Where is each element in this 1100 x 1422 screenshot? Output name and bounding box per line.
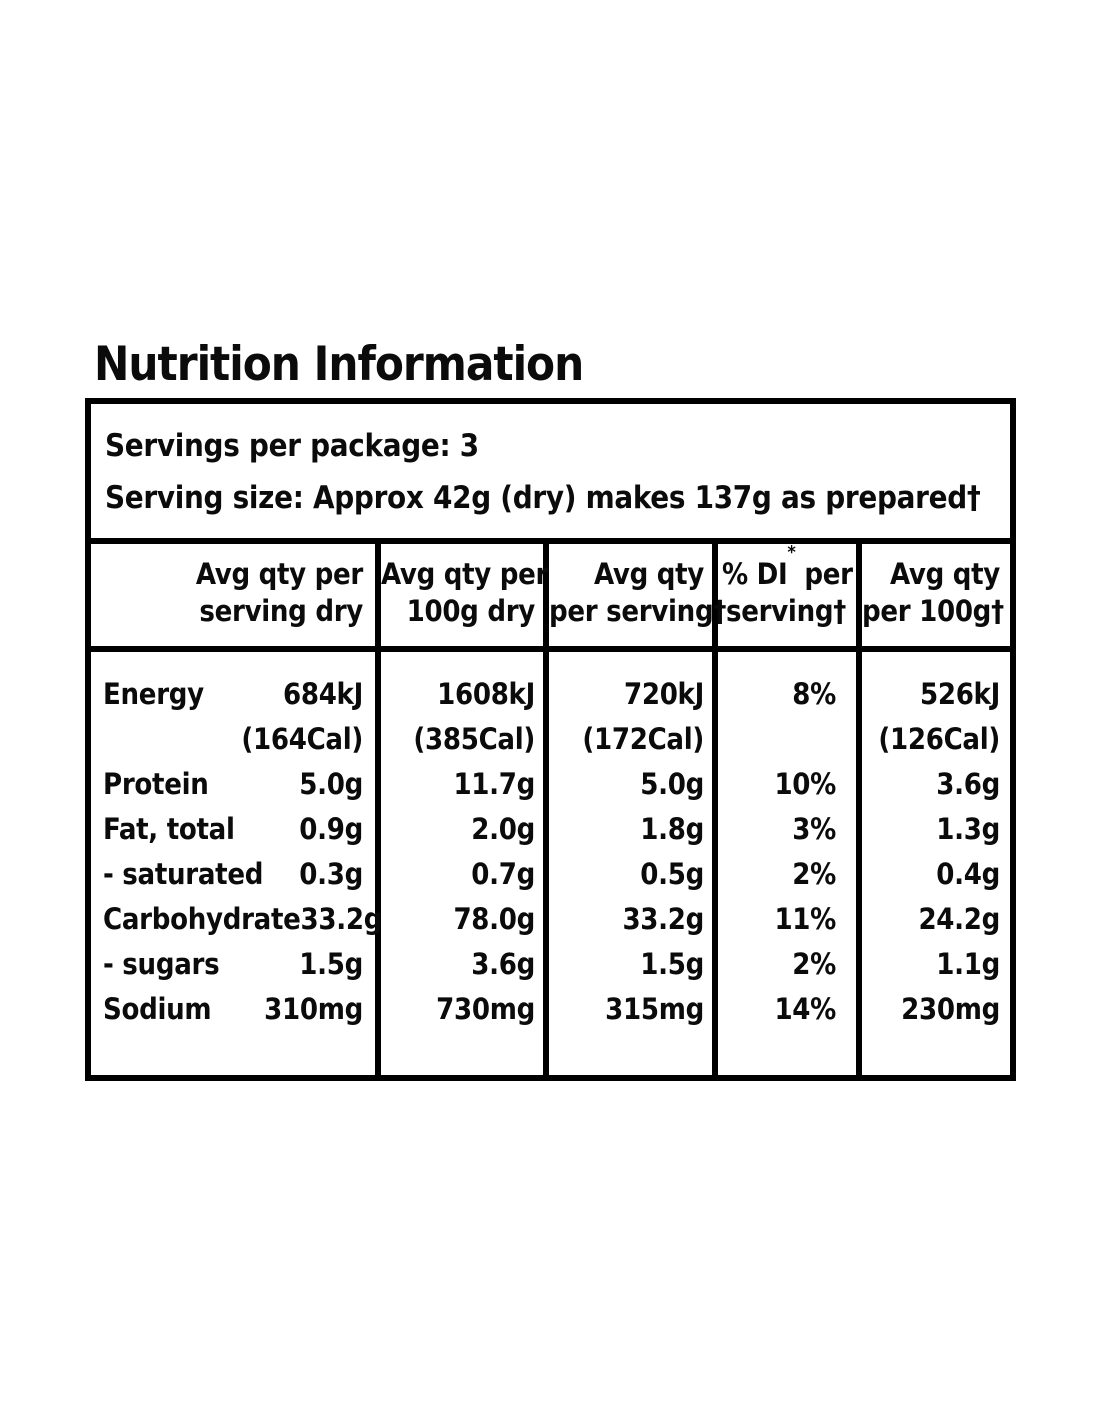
saturated-per-100g: 0.4g: [856, 852, 1010, 897]
header-line: serving dry: [199, 594, 363, 628]
sodium-per-100g: 230mg: [856, 987, 1010, 1075]
fat-per-100g: 1.3g: [856, 807, 1010, 852]
nutrition-panel: Servings per package: 3 Serving size: Ap…: [85, 398, 1016, 1081]
protein-label-and-serving-dry: Protein 5.0g: [91, 762, 378, 807]
saturated-100g-dry: 0.7g: [375, 852, 546, 897]
nutrient-label: Fat, total: [103, 812, 235, 846]
row-sodium: Sodium 310mg 730mg 315mg 14% 230mg: [91, 987, 1010, 1075]
energy-label-and-serving-dry: Energy 684kJ (164Cal): [91, 649, 378, 762]
energy-100g-dry: 1608kJ (385Cal): [375, 649, 546, 762]
page-title: Nutrition Information: [94, 337, 584, 392]
fat-per-serving: 1.8g: [543, 807, 715, 852]
energy-serving-dry-kj: 684kJ: [282, 677, 363, 711]
sugars-di-per-serving: 2%: [712, 942, 859, 987]
protein-di-per-serving: 10%: [712, 762, 859, 807]
energy-di-per-serving: 8%: [712, 649, 859, 762]
header-line: Avg qty: [594, 557, 704, 591]
header-line: per 100g†: [862, 594, 1004, 628]
nutrient-label: Sodium: [103, 992, 212, 1026]
protein-serving-dry: 5.0g: [299, 767, 363, 801]
carbohydrate-per-serving: 33.2g: [543, 897, 715, 942]
sugars-per-serving: 1.5g: [543, 942, 715, 987]
header-line: Avg qty per: [195, 557, 363, 591]
saturated-serving-dry: 0.3g: [299, 857, 363, 891]
sodium-100g-dry: 730mg: [375, 987, 546, 1075]
col-header-avg-qty-serving-dry: Avg qty per serving dry: [91, 544, 378, 652]
header-line: 100g dry: [406, 594, 536, 628]
header-line: Avg qty per: [381, 557, 549, 591]
sugars-100g-dry: 3.6g: [375, 942, 546, 987]
header-line: % DI* per: [722, 542, 853, 591]
fat-100g-dry: 2.0g: [375, 807, 546, 852]
col-header-avg-qty-100g-dry: Avg qty per 100g dry: [375, 544, 549, 652]
nutrient-label: - saturated: [103, 857, 264, 891]
carbohydrate-per-100g: 24.2g: [856, 897, 1010, 942]
protein-per-serving: 5.0g: [543, 762, 715, 807]
sodium-serving-dry: 310mg: [264, 992, 363, 1026]
nutrient-label: Carbohydrate: [103, 902, 301, 936]
header-line: Avg qty: [890, 557, 1000, 591]
col-header-di-per-serving: % DI* per serving†: [712, 542, 859, 652]
saturated-label-and-serving-dry: - saturated 0.3g: [91, 852, 378, 897]
nutrition-table: Avg qty per serving dry Avg qty per 100g…: [91, 544, 1010, 1075]
carbohydrate-di-per-serving: 11%: [712, 897, 859, 942]
fat-serving-dry: 0.9g: [299, 812, 363, 846]
row-sugars: - sugars 1.5g 3.6g 1.5g 2% 1.1g: [91, 942, 1010, 987]
servings-section: Servings per package: 3 Serving size: Ap…: [91, 404, 1010, 544]
sugars-per-100g: 1.1g: [856, 942, 1010, 987]
servings-per-package-line: Servings per package: 3: [105, 428, 479, 464]
fat-di-per-serving: 3%: [712, 807, 859, 852]
header-line: serving†: [726, 594, 846, 628]
saturated-per-serving: 0.5g: [543, 852, 715, 897]
protein-100g-dry: 11.7g: [375, 762, 546, 807]
carbohydrate-serving-dry: 33.2g: [300, 902, 383, 936]
fat-label-and-serving-dry: Fat, total 0.9g: [91, 807, 378, 852]
serving-size-line: Serving size: Approx 42g (dry) makes 137…: [105, 480, 981, 516]
table-header-row: Avg qty per serving dry Avg qty per 100g…: [91, 542, 1010, 652]
col-header-avg-qty-per-serving: Avg qty per serving†: [543, 544, 727, 652]
carbohydrate-label-and-serving-dry: Carbohydrate 33.2g: [91, 897, 382, 942]
row-saturated-fat: - saturated 0.3g 0.7g 0.5g 2% 0.4g: [91, 852, 1010, 897]
sodium-per-serving: 315mg: [543, 987, 715, 1075]
row-energy: Energy 684kJ (164Cal) 1608kJ (385Cal) 720…: [91, 649, 1010, 762]
sugars-serving-dry: 1.5g: [299, 947, 363, 981]
saturated-di-per-serving: 2%: [712, 852, 859, 897]
carbohydrate-100g-dry: 78.0g: [375, 897, 546, 942]
footnote-asterisk: *: [787, 542, 796, 563]
nutrient-label: - sugars: [103, 947, 220, 981]
row-protein: Protein 5.0g 11.7g 5.0g 10% 3.6g: [91, 762, 1010, 807]
nutrient-label: Energy: [103, 677, 204, 711]
row-carbohydrate: Carbohydrate 33.2g 78.0g 33.2g 11% 24.2g: [91, 897, 1010, 942]
sodium-label-and-serving-dry: Sodium 310mg: [91, 987, 378, 1075]
row-fat-total: Fat, total 0.9g 2.0g 1.8g 3% 1.3g: [91, 807, 1010, 852]
nutrient-label: Protein: [103, 767, 209, 801]
energy-per-serving: 720kJ (172Cal): [543, 649, 715, 762]
protein-per-100g: 3.6g: [856, 762, 1010, 807]
sugars-label-and-serving-dry: - sugars 1.5g: [91, 942, 378, 987]
energy-per-100g: 526kJ (126Cal): [856, 649, 1010, 762]
col-header-avg-qty-per-100g: Avg qty per 100g†: [856, 544, 1010, 652]
header-line: per serving†: [549, 594, 727, 628]
sodium-di-per-serving: 14%: [712, 987, 859, 1075]
energy-serving-dry-cal: (164Cal): [241, 722, 363, 756]
